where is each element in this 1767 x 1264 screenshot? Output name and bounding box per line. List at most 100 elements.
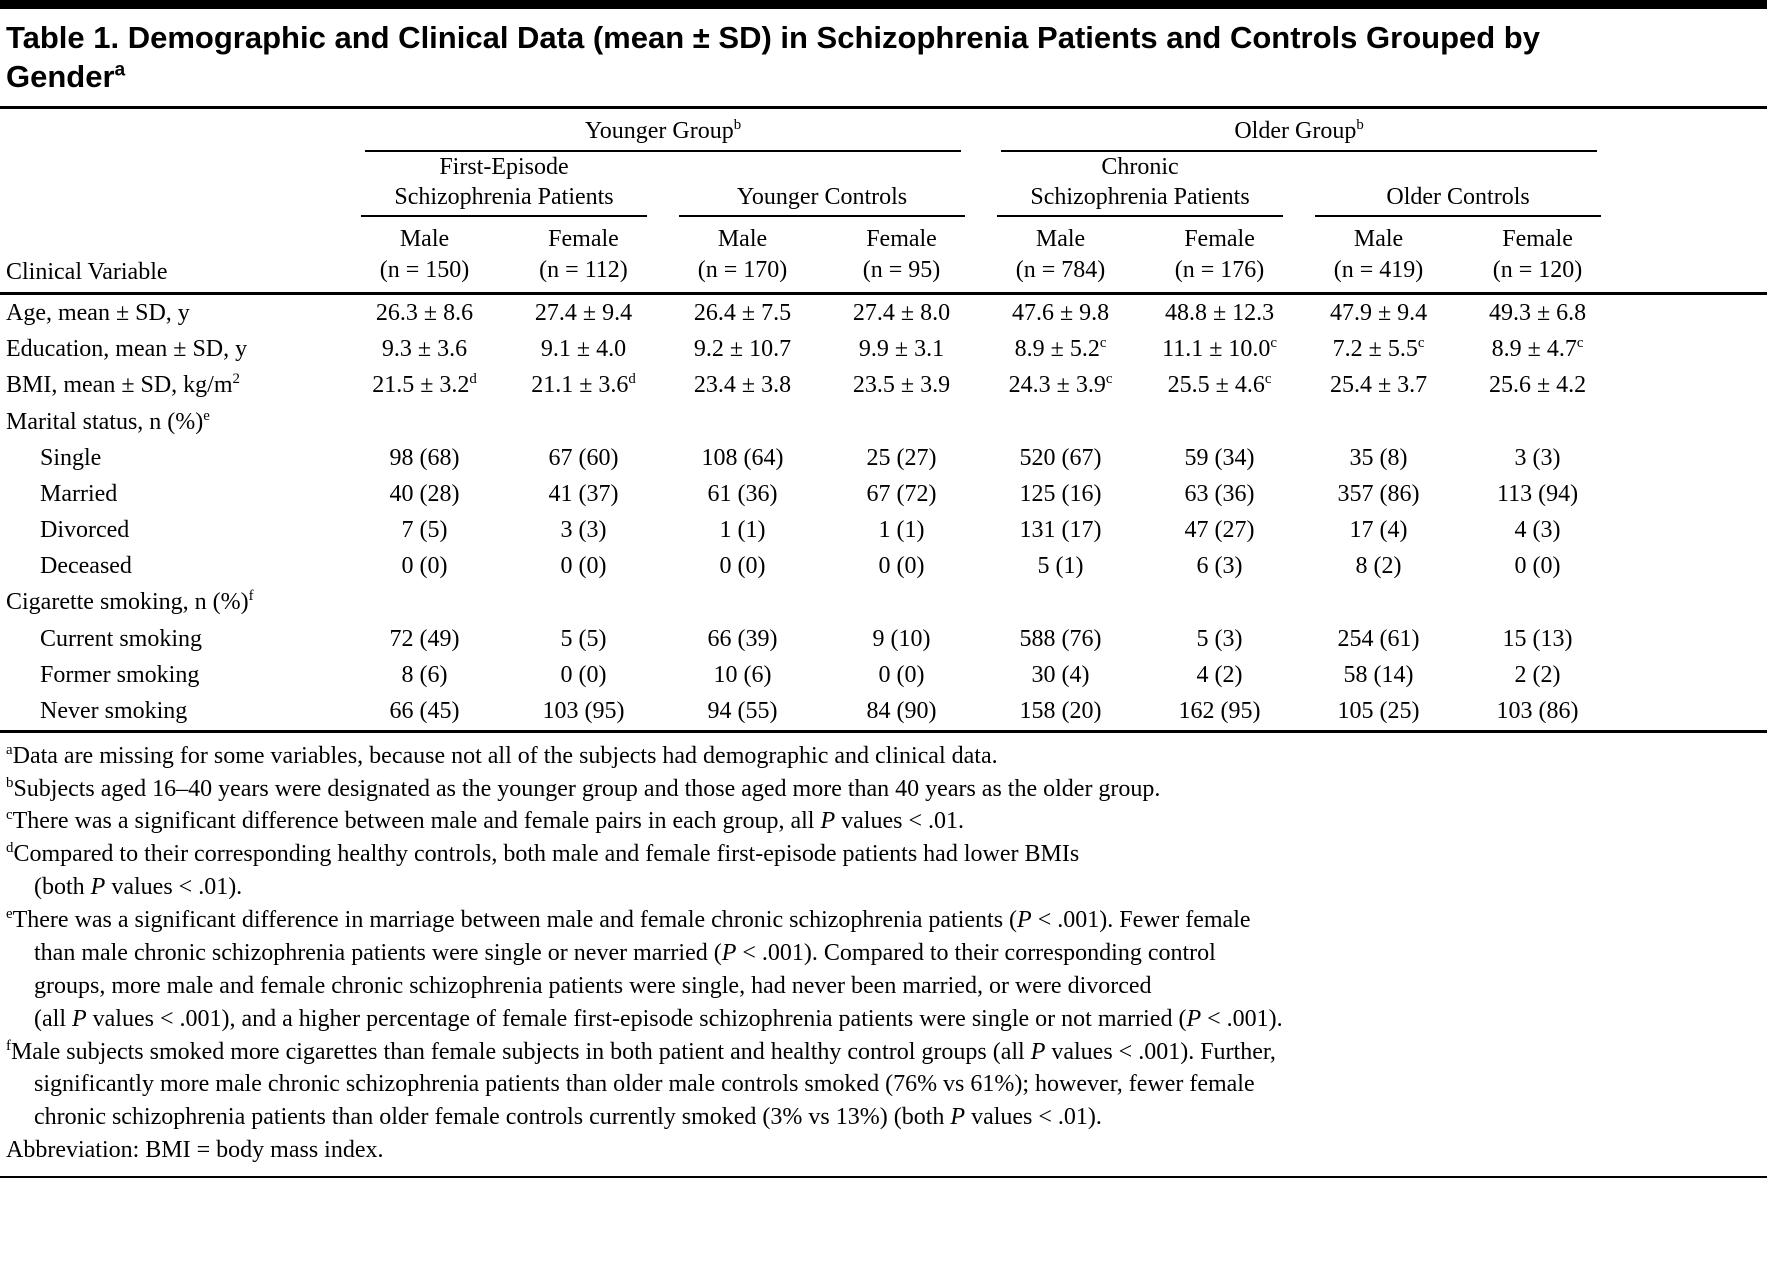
table-header: Clinical Variable Younger Groupb Older Gro… xyxy=(0,109,1767,296)
row-spacer xyxy=(1617,404,1767,440)
row-label: Current smoking xyxy=(40,625,202,652)
data-cell: 23.4 ± 3.8 xyxy=(693,372,792,399)
row-spacer xyxy=(1617,657,1767,693)
footnote-list: aData are missing for some variables, be… xyxy=(6,740,1757,1135)
data-cell: 357 (86) xyxy=(1337,480,1420,507)
data-cell: 9.9 ± 3.1 xyxy=(858,336,945,363)
data-cell: 41 (37) xyxy=(548,480,619,507)
data-cell: 61 (36) xyxy=(707,480,778,507)
data-cell: 5 (1) xyxy=(1037,553,1084,580)
data-cell: 27.4 ± 8.0 xyxy=(852,299,951,326)
column-header-3: Female (n = 95) xyxy=(822,217,982,296)
column-header-4: Male (n = 784) xyxy=(981,217,1141,296)
row-spacer xyxy=(1617,513,1767,549)
table-row: Former smoking 8 (6) 0 (0) 10 (6) 0 (0) 30 (4… xyxy=(0,657,1767,693)
data-cell: 0 (0) xyxy=(560,553,607,580)
data-cell: 25 (27) xyxy=(866,444,937,471)
table-row: BMI, mean ± SD, kg/m2 21.5 ± 3.2d 21.1 ± 3… xyxy=(0,368,1767,404)
data-cell xyxy=(663,585,822,621)
data-cell: 520 (67) xyxy=(1019,444,1102,471)
row-label: Age, mean ± SD, y xyxy=(6,299,190,326)
subgroup-header-0: First-Episode Schizophrenia Patients xyxy=(345,152,663,218)
data-cell: 59 (34) xyxy=(1184,444,1255,471)
table-row: Deceased 0 (0) 0 (0) 0 (0) 0 (0) 5 (1) 6 (3) 8 … xyxy=(0,549,1767,585)
data-cell: 72 (49) xyxy=(389,625,460,652)
table-row: Age, mean ± SD, y 26.3 ± 8.6 27.4 ± 9.4 26.… xyxy=(0,294,1767,332)
data-cell: 131 (17) xyxy=(1019,517,1102,544)
table-row: Single 98 (68) 67 (60) 108 (64) 25 (27) 520 (… xyxy=(0,440,1767,476)
data-cell: 8 (6) xyxy=(401,661,448,688)
row-label: Divorced xyxy=(40,517,130,544)
data-cell: 6 (3) xyxy=(1196,553,1243,580)
top-rule xyxy=(0,0,1767,9)
subgroup-header-row: First-Episode Schizophrenia Patients Young… xyxy=(0,152,1767,218)
data-cell: 26.3 ± 8.6 xyxy=(375,299,474,326)
data-cell xyxy=(1458,404,1617,440)
column-header-7: Female (n = 120) xyxy=(1458,217,1618,296)
row-spacer xyxy=(1617,476,1767,512)
section-label: Marital status, n (%)e xyxy=(6,407,210,435)
table-body: Age, mean ± SD, y 26.3 ± 8.6 27.4 ± 9.4 26.… xyxy=(0,294,1767,733)
footnotes: aData are missing for some variables, be… xyxy=(0,733,1767,1179)
table-row: Cigarette smoking, n (%)f xyxy=(0,585,1767,621)
row-spacer xyxy=(1617,693,1767,733)
table-title-text: Table 1. Demographic and Clinical Data (… xyxy=(6,20,1540,95)
row-label: Married xyxy=(40,480,118,507)
data-cell xyxy=(981,585,1140,621)
table-row: Divorced 7 (5) 3 (3) 1 (1) 1 (1) 131 (17) 47 (… xyxy=(0,513,1767,549)
data-cell: 15 (13) xyxy=(1502,625,1573,652)
footnote-f: fMale subjects smoked more cigarettes th… xyxy=(6,1037,1276,1131)
row-label: Single xyxy=(40,444,102,471)
data-cell: 21.1 ± 3.6d xyxy=(531,371,636,399)
data-cell: 47.9 ± 9.4 xyxy=(1329,299,1428,326)
data-cell: 66 (45) xyxy=(345,693,504,733)
data-cell: 1 (1) xyxy=(719,517,766,544)
data-cell: 94 (55) xyxy=(663,693,822,733)
column-header-5: Female (n = 176) xyxy=(1140,217,1300,296)
data-cell xyxy=(981,404,1140,440)
footnote-d: dCompared to their corresponding healthy… xyxy=(6,840,1080,901)
data-cell: 58 (14) xyxy=(1343,661,1414,688)
table-row: Marital status, n (%)e xyxy=(0,404,1767,440)
data-cell: 84 (90) xyxy=(822,693,982,733)
data-cell: 105 (25) xyxy=(1299,693,1459,733)
table-row: Never smoking 66 (45) 103 (95) 94 (55) 84 (9… xyxy=(0,693,1767,733)
data-cell: 0 (0) xyxy=(878,661,925,688)
data-cell: 35 (8) xyxy=(1349,444,1408,471)
row-spacer xyxy=(1617,440,1767,476)
data-cell: 4 (2) xyxy=(1196,661,1243,688)
data-cell: 49.3 ± 6.8 xyxy=(1488,299,1587,326)
group-header-older: Older Groupb xyxy=(981,109,1617,153)
data-cell: 66 (39) xyxy=(707,625,778,652)
data-cell: 98 (68) xyxy=(389,444,460,471)
data-cell: 30 (4) xyxy=(1031,661,1090,688)
data-cell: 0 (0) xyxy=(1514,553,1561,580)
row-spacer xyxy=(1617,585,1767,621)
data-cell: 40 (28) xyxy=(389,480,460,507)
subgroup-header-3: Older Controls xyxy=(1299,152,1617,218)
abbreviation-note: Abbreviation: BMI = body mass index. xyxy=(6,1137,384,1164)
data-cell: 158 (20) xyxy=(981,693,1141,733)
row-spacer xyxy=(1617,294,1767,332)
data-cell: 67 (60) xyxy=(548,444,619,471)
data-cell xyxy=(504,404,663,440)
paper-table-page: Table 1. Demographic and Clinical Data (… xyxy=(0,0,1767,1179)
subgroup-header-1: Younger Controls xyxy=(663,152,981,218)
row-label: Former smoking xyxy=(40,661,200,688)
footnote-b: bSubjects aged 16–40 years were designat… xyxy=(6,774,1161,802)
data-cell: 0 (0) xyxy=(560,661,607,688)
row-label: Education, mean ± SD, y xyxy=(6,336,248,363)
data-cell: 21.5 ± 3.2d xyxy=(372,371,477,399)
data-cell xyxy=(345,585,504,621)
data-cell: 9 (10) xyxy=(872,625,931,652)
column-header-6: Male (n = 419) xyxy=(1299,217,1459,296)
footnote-e: eThere was a significant difference in m… xyxy=(6,906,1283,1032)
data-cell xyxy=(1140,404,1299,440)
data-cell: 1 (1) xyxy=(878,517,925,544)
data-cell: 11.1 ± 10.0c xyxy=(1162,335,1277,363)
group-header-younger: Younger Groupb xyxy=(345,109,981,153)
data-cell xyxy=(1458,585,1617,621)
data-cell: 63 (36) xyxy=(1184,480,1255,507)
data-cell: 4 (3) xyxy=(1514,517,1561,544)
data-cell: 0 (0) xyxy=(401,553,448,580)
